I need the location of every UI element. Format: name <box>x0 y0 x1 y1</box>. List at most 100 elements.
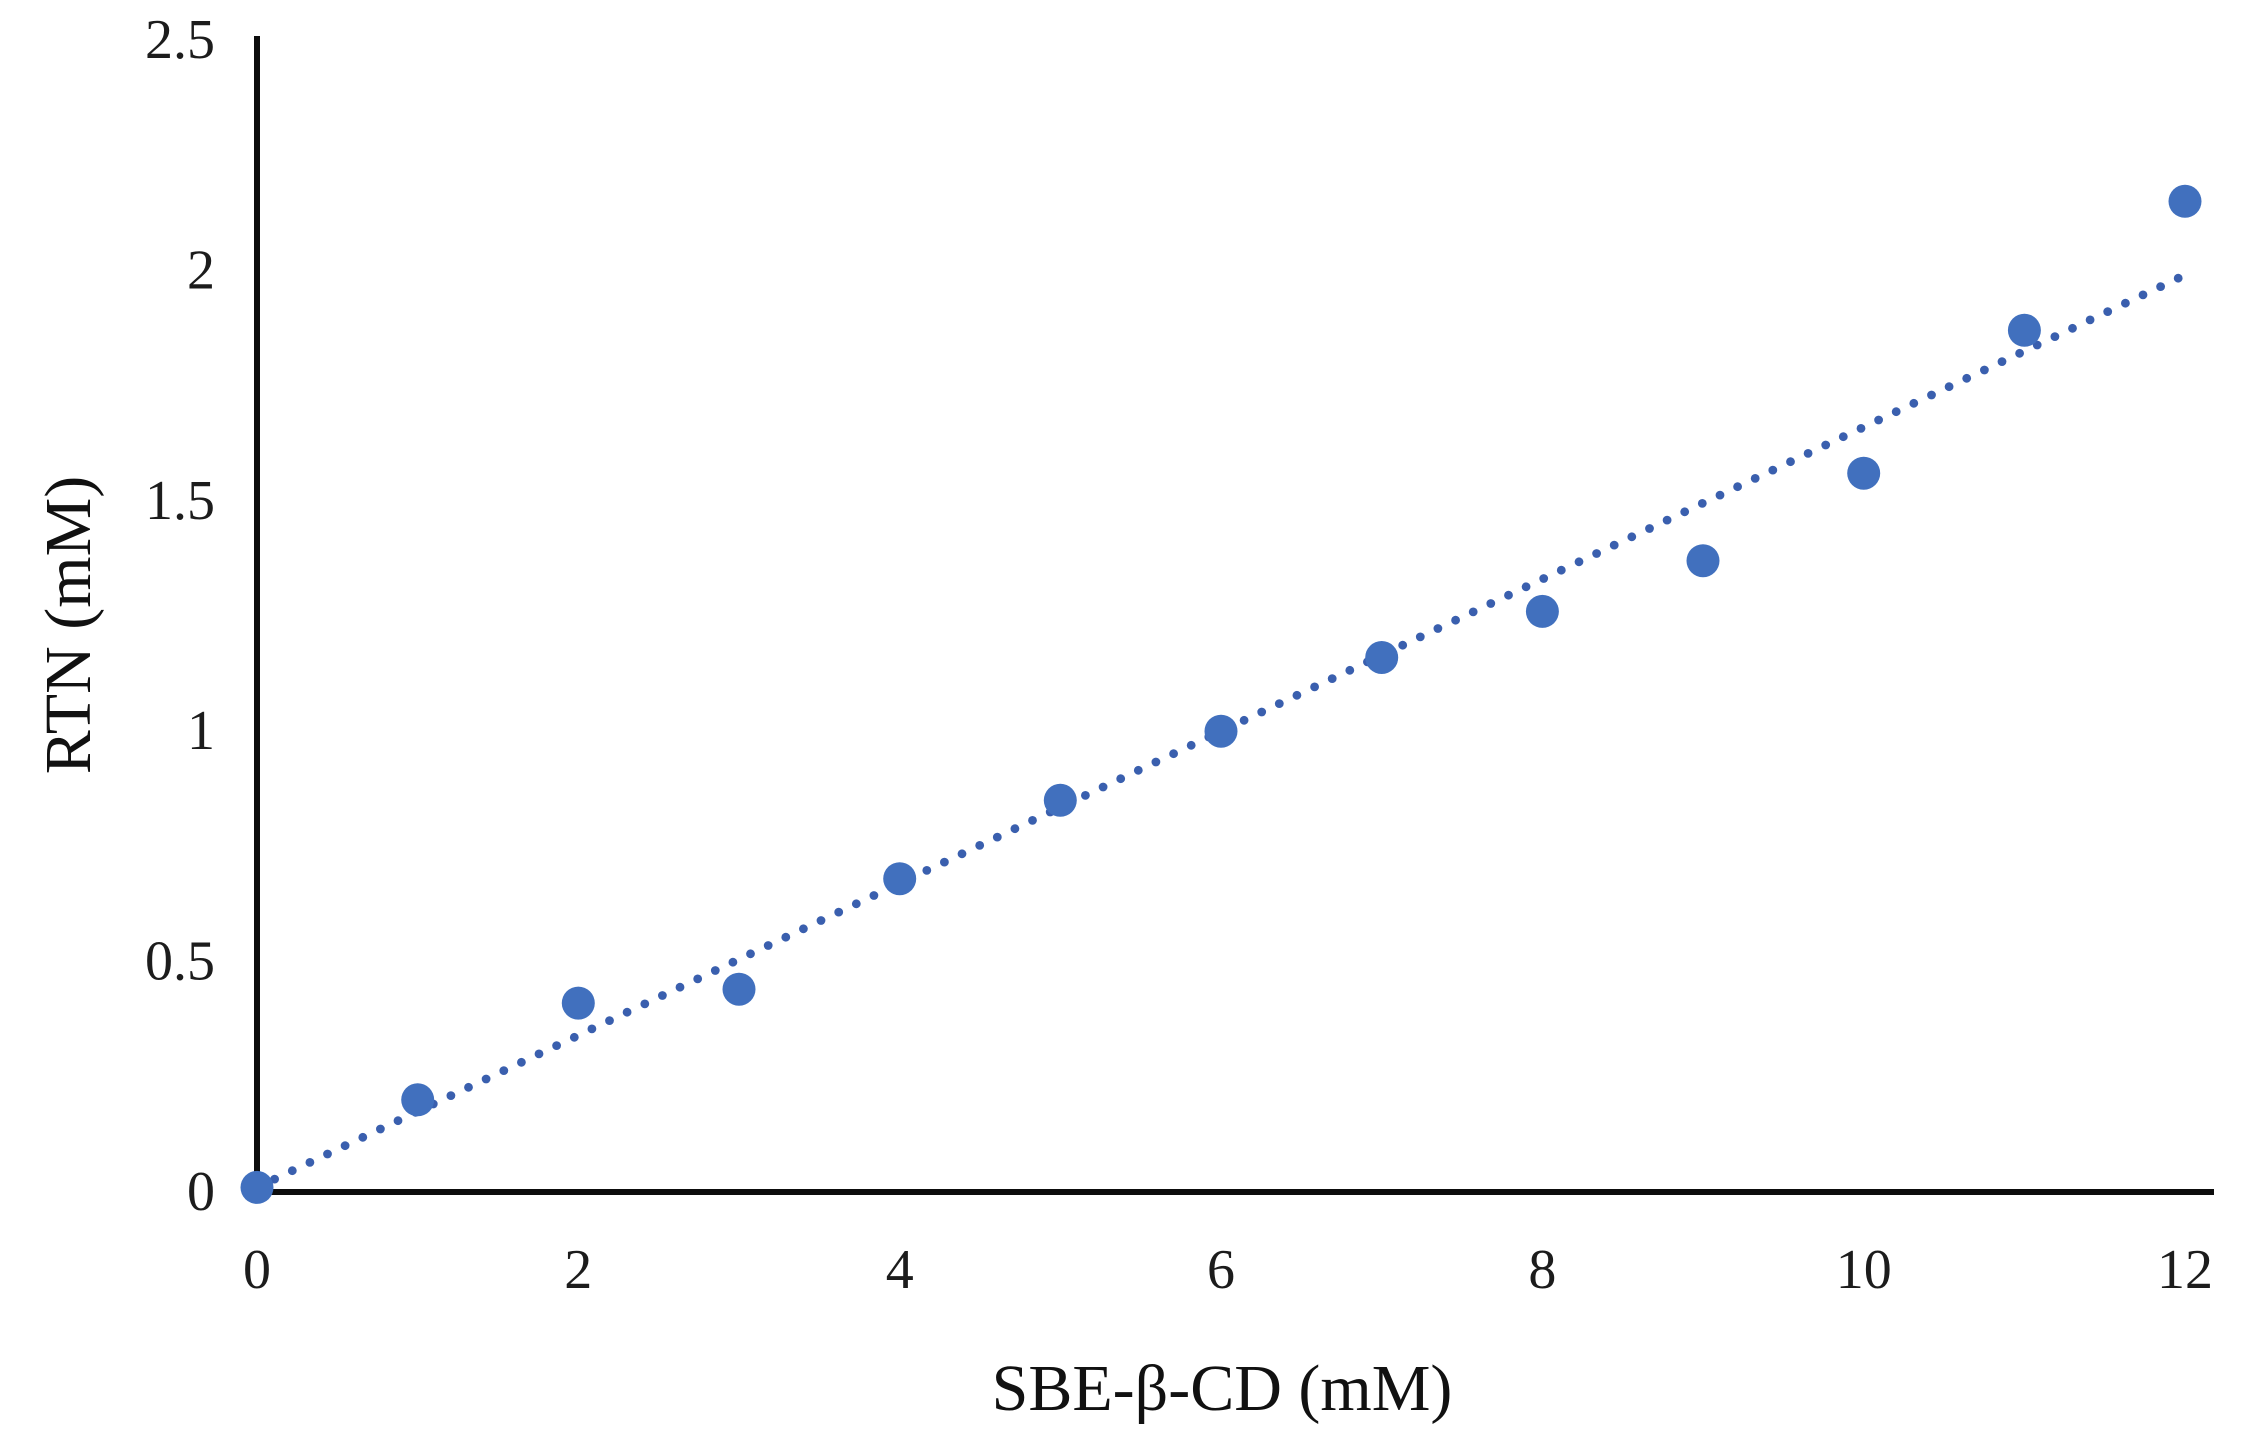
trendline-dot <box>1891 407 1901 417</box>
trendline-dot <box>658 991 667 1000</box>
data-points <box>240 184 2202 1204</box>
trendline-dot <box>1292 690 1302 700</box>
trendline-dot <box>1274 699 1284 708</box>
trendline-dot <box>481 1074 491 1084</box>
trendline-dot <box>1927 390 1936 400</box>
trendline-dot <box>1186 740 1196 750</box>
trendline-dot <box>1733 482 1742 492</box>
trendline-dot <box>992 832 1002 842</box>
data-point-marker <box>1043 783 1077 817</box>
trendline-dotted <box>252 273 2183 1192</box>
trendline-dot <box>746 949 755 959</box>
trendline-dot <box>975 841 985 850</box>
trendline-dot <box>1468 607 1478 617</box>
trendline-dot <box>922 866 932 875</box>
data-point-marker <box>1686 544 1720 578</box>
trendline-dot <box>675 982 685 992</box>
trendline-dot <box>1310 682 1319 692</box>
x-tick-label: 2 <box>564 1239 592 1301</box>
trendline-dot <box>1750 474 1760 483</box>
y-tick-label: 1.5 <box>145 470 215 532</box>
data-point-marker <box>722 972 756 1006</box>
trendline-dot <box>1081 791 1090 800</box>
trendline-dot <box>1962 373 1972 383</box>
trendline-dot <box>1909 398 1919 408</box>
trendline-dot <box>640 999 650 1009</box>
trendline-dot <box>1345 665 1355 675</box>
trendline-dot <box>728 957 738 967</box>
trendline-dot <box>622 1007 632 1017</box>
trendline-dot <box>2121 298 2130 308</box>
trendline-dot <box>1645 524 1654 533</box>
y-axis-tick-labels: 0 0.5 1 1.5 2 2.5 <box>145 9 215 1223</box>
trendline-dot <box>1151 757 1161 767</box>
trendline-dot <box>1239 715 1249 725</box>
data-point-marker <box>401 1083 435 1117</box>
data-point-marker <box>883 862 917 896</box>
trendline-dot <box>464 1082 473 1092</box>
trendline-dot <box>2015 348 2024 358</box>
trendline-dot <box>446 1091 456 1100</box>
x-tick-label: 0 <box>243 1239 271 1301</box>
trendline-dot <box>1257 707 1267 717</box>
data-point-marker <box>1365 641 1399 674</box>
trendline-dot <box>517 1057 526 1067</box>
trendline-dot <box>340 1141 350 1151</box>
trendline-dot <box>1856 424 1866 433</box>
trendline-dot <box>799 924 808 934</box>
x-tick-label: 6 <box>1207 1239 1235 1301</box>
trendline-dot <box>1327 674 1337 683</box>
trendline-dot <box>1398 640 1408 650</box>
trendline-dot <box>834 907 844 917</box>
trendline-dot <box>1821 440 1831 450</box>
trendline-dot <box>816 916 826 925</box>
trendline-dot <box>1574 557 1584 567</box>
trendline-dot <box>1116 774 1126 784</box>
trendline-dot <box>1980 365 1989 375</box>
trendline-dot <box>1169 749 1178 759</box>
trendline-dot <box>781 932 791 942</box>
data-point-marker <box>2007 313 2041 347</box>
trendline-dot <box>1592 549 1601 558</box>
trendline-dot <box>270 1174 279 1184</box>
trendline-dot <box>957 849 967 859</box>
trendline-dot <box>1451 615 1460 625</box>
data-point-marker <box>1204 714 1238 748</box>
y-tick-label: 0.5 <box>145 931 215 993</box>
trendline-dot <box>2085 315 2095 325</box>
trendline-dot <box>1944 382 1954 392</box>
trendline-dot <box>358 1132 368 1142</box>
trendline-dot <box>1662 515 1672 525</box>
trendline-dot <box>940 857 949 867</box>
trendline-dot <box>1697 499 1707 508</box>
data-point-marker <box>561 986 595 1020</box>
trendline-dot <box>1539 574 1549 583</box>
trendline-dot <box>1415 632 1425 642</box>
x-axis-tick-labels: 0 2 4 6 8 10 12 <box>243 1239 2213 1301</box>
data-point-marker <box>1847 456 1881 490</box>
trendline-dot <box>1486 599 1496 608</box>
data-point-marker <box>2168 184 2202 218</box>
trendline-dot <box>305 1158 315 1167</box>
trendline-dot <box>569 1032 579 1042</box>
trendline-dot <box>1028 816 1037 825</box>
trendline-dot <box>1556 565 1566 575</box>
trendline-dot <box>1680 507 1690 517</box>
trendline-dot <box>534 1049 544 1059</box>
trendline-dot <box>851 899 861 909</box>
trendline-dot <box>605 1016 614 1025</box>
y-tick-label: 2 <box>187 239 215 301</box>
trendline-dot <box>2103 307 2113 316</box>
trendline-dot <box>1874 415 1883 425</box>
trendline-dot <box>710 966 720 975</box>
trendline-dot <box>1627 532 1637 542</box>
trendline-dot <box>376 1124 385 1134</box>
x-tick-label: 4 <box>886 1239 914 1301</box>
trendline-dot <box>2138 290 2148 300</box>
trendline-dot <box>1010 824 1020 834</box>
trendline-dot <box>2050 332 2060 341</box>
trendline-dot <box>1838 432 1848 442</box>
x-tick-label: 10 <box>1836 1239 1892 1301</box>
